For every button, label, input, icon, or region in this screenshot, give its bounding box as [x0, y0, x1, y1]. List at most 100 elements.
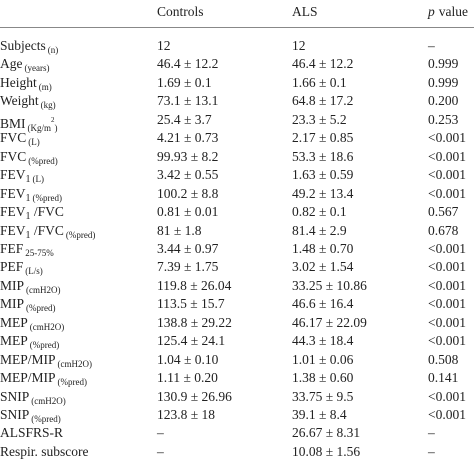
cell-value: 46.4 ± 12.2 — [157, 56, 219, 72]
label-part: (%pred) — [65, 229, 96, 240]
label-part: 25-75% — [25, 247, 54, 258]
cell-value: 3.44 ± 0.97 — [157, 240, 219, 256]
cell-value: 10.08 ± 1.56 — [292, 443, 361, 459]
cell-value: <0.001 — [428, 333, 466, 349]
header-text: value — [438, 4, 468, 19]
label-part: MEP/MIP — [0, 351, 56, 367]
label-part: FVC — [0, 148, 27, 164]
label-part: SNIP — [0, 388, 30, 404]
label-part: 1 — [25, 211, 31, 223]
label-part: 1 — [25, 192, 31, 204]
row-label: Subjects (n) — [0, 38, 58, 58]
label-part: (%pred) — [29, 340, 60, 351]
label-part: MIP — [0, 296, 25, 312]
cell-value: – — [428, 38, 435, 53]
label-part: (%pred) — [32, 192, 62, 203]
cell-value: 130.9 ± 26.96 — [157, 388, 232, 404]
row-label: FEV1 (L) — [0, 167, 44, 188]
cell-value: 64.8 ± 17.2 — [292, 93, 354, 109]
cell-value: 119.8 ± 26.04 — [157, 277, 232, 293]
cell-value: 1.66 ± 0.1 — [292, 74, 347, 90]
cell-value: 46.4 ± 12.2 — [292, 56, 354, 72]
cell-value: 39.1 ± 8.4 — [292, 407, 347, 422]
label-part: FEV — [0, 185, 26, 201]
cell-value: 138.8 ± 29.22 — [157, 314, 232, 330]
label-part: (kg) — [40, 100, 56, 111]
cell-value: <0.001 — [428, 167, 466, 183]
row-label: FEV1 /FVC — [0, 204, 64, 225]
cell-value: 0.999 — [428, 74, 459, 90]
label-part: MEP/MIP — [0, 370, 56, 386]
label-part: (m) — [38, 81, 52, 92]
cell-value: 0.678 — [428, 222, 459, 238]
label-part: (L) — [28, 137, 40, 148]
cell-value: 25.4 ± 3.7 — [157, 111, 212, 127]
label-part: FEV — [0, 204, 26, 220]
cell-value: 0.999 — [428, 56, 459, 72]
label-part: (%pred) — [26, 303, 56, 314]
row-label: SNIP (%pred) — [0, 407, 61, 427]
row-label: MEP/MIP (cmH2O) — [0, 352, 92, 372]
cell-value: 1.04 ± 0.10 — [157, 351, 219, 367]
row-label: MIP (%pred) — [0, 296, 56, 316]
label-part: /FVC — [30, 204, 64, 220]
label-part: FEV — [0, 167, 26, 183]
cell-value: 33.75 ± 9.5 — [292, 388, 354, 404]
cell-value: 0.508 — [428, 351, 459, 367]
label-part: (Kg/m — [27, 122, 52, 133]
cell-value: 1.01 ± 0.06 — [292, 351, 354, 367]
label-part: /FVC — [30, 222, 64, 238]
row-label: Weight (kg) — [0, 93, 56, 113]
cell-value: 12 — [157, 38, 171, 53]
cell-value: <0.001 — [428, 314, 466, 330]
cell-value: 123.8 ± 18 — [157, 407, 216, 422]
cell-value: – — [157, 425, 164, 441]
row-label: Height (m) — [0, 75, 52, 95]
cell-value: – — [428, 443, 435, 459]
column-header: ALS — [292, 4, 318, 19]
cell-value: 49.2 ± 13.4 — [292, 185, 354, 201]
cell-value: <0.001 — [428, 130, 466, 146]
label-part: 1 — [25, 174, 31, 186]
label-part: MEP — [0, 333, 28, 349]
label-part: 1 — [25, 229, 31, 241]
cell-value: 4.21 ± 0.73 — [157, 130, 219, 146]
cell-value: 44.3 ± 18.4 — [292, 333, 354, 349]
column-header: Controls — [157, 4, 204, 19]
cell-value: <0.001 — [428, 148, 466, 164]
cell-value: <0.001 — [428, 259, 466, 275]
cell-value: 81.4 ± 2.9 — [292, 222, 347, 238]
label-part: ALSFRS-R — [0, 425, 64, 441]
label-part: Weight — [0, 93, 39, 109]
label-part: (years) — [24, 63, 50, 74]
cell-value: 1.11 ± 0.20 — [157, 370, 218, 386]
row-label: MIP (cmH2O) — [0, 278, 61, 298]
label-part: Respir. subscore — [0, 443, 89, 459]
column-header: p value — [428, 4, 468, 20]
label-part: SNIP — [0, 407, 30, 422]
cell-value: 0.141 — [428, 370, 459, 386]
cell-value: 0.253 — [428, 111, 459, 127]
row-label: Age (years) — [0, 56, 49, 76]
label-part: FVC — [0, 130, 27, 146]
label-part: ) — [54, 122, 58, 133]
cell-value: 23.3 ± 5.2 — [292, 111, 347, 127]
row-label: BMI (Kg/m2) — [0, 112, 58, 136]
row-label: Respir. subscore — [0, 444, 89, 460]
label-part: Age — [0, 56, 23, 72]
cell-value: 3.42 ± 0.55 — [157, 167, 219, 183]
cell-value: 125.4 ± 24.1 — [157, 333, 226, 349]
row-label: MEP (%pred) — [0, 333, 59, 353]
cell-value: 99.93 ± 8.2 — [157, 148, 219, 164]
row-label: SNIP (cmH2O) — [0, 389, 66, 409]
row-label: FVC (L) — [0, 130, 40, 150]
label-part: (%pred) — [31, 414, 61, 424]
row-label: PEF (L/s) — [0, 259, 43, 279]
cell-value: 73.1 ± 13.1 — [157, 93, 219, 109]
label-part: (cmH2O) — [26, 284, 61, 295]
cell-value: 113.5 ± 15.7 — [157, 296, 225, 312]
label-part: (L/s) — [25, 266, 43, 277]
label-part: BMI — [0, 115, 26, 131]
label-part: Height — [0, 74, 37, 90]
cell-value: 33.25 ± 10.86 — [292, 277, 367, 293]
